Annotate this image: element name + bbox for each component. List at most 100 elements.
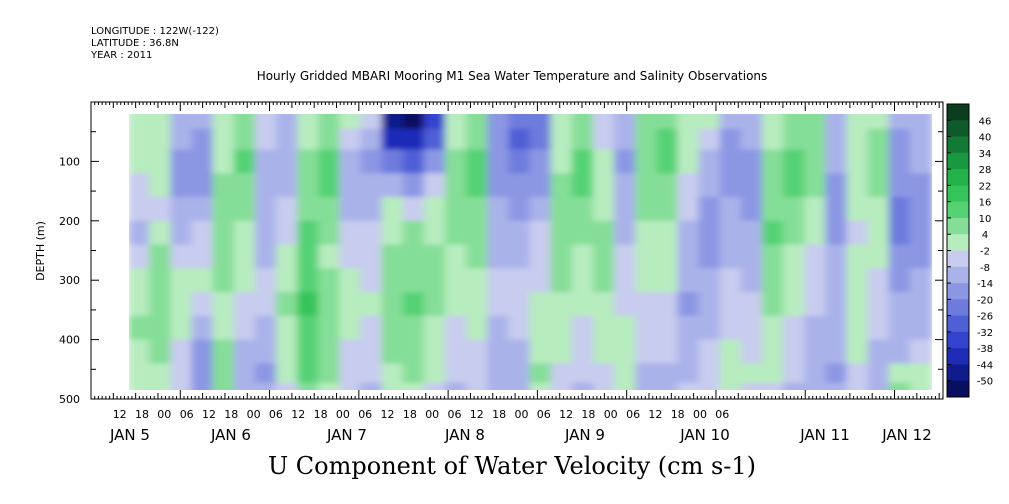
heatmap-cell	[592, 149, 616, 175]
heatmap-cell	[719, 382, 743, 390]
heatmap-cell	[761, 197, 785, 222]
heatmap-cell	[466, 114, 490, 130]
heatmap-cell	[275, 244, 299, 270]
heatmap-cell	[360, 382, 384, 390]
heatmap-cell	[508, 114, 532, 130]
heatmap-cell	[487, 244, 511, 270]
heatmap-cell	[129, 339, 152, 365]
heatmap-cell	[149, 114, 173, 130]
heatmap-cell	[381, 173, 405, 199]
heatmap-cell	[466, 382, 490, 390]
heatmap-cell	[846, 128, 870, 151]
heatmap-cell	[592, 315, 616, 341]
heatmap-cell	[254, 173, 278, 199]
heatmap-cell	[804, 382, 828, 390]
heatmap-cell	[804, 220, 828, 246]
colorbar-swatch	[947, 380, 969, 398]
heatmap-cell	[656, 292, 680, 317]
heatmap-cell	[170, 363, 194, 384]
heatmap-cell	[318, 149, 342, 175]
heatmap-cell	[740, 128, 764, 151]
heatmap-cell	[783, 173, 807, 199]
heatmap-cell	[212, 292, 236, 317]
heatmap-cell	[783, 220, 807, 246]
heatmap-cell	[550, 128, 574, 151]
heatmap-cell	[592, 220, 616, 246]
heatmap-cell	[423, 114, 447, 130]
heatmap-cell	[212, 173, 236, 199]
heatmap-cell	[339, 268, 363, 294]
heatmap-cell	[740, 114, 764, 130]
heatmap-cell	[635, 128, 659, 151]
colorbar-swatch	[947, 250, 969, 268]
heatmap-cell	[233, 268, 257, 294]
heatmap-cell	[381, 315, 405, 341]
x-day-label: JAN 11	[799, 426, 850, 444]
heatmap-cell	[635, 114, 659, 130]
heatmap-cell	[275, 339, 299, 365]
heatmap-cell	[698, 197, 722, 222]
colorbar-swatch	[947, 299, 969, 316]
heatmap-cell	[719, 220, 743, 246]
heatmap-cell	[592, 114, 616, 130]
heatmap-cell	[508, 220, 532, 246]
heatmap-cell	[487, 268, 511, 294]
heatmap-cell	[656, 128, 680, 151]
y-axis-ticks	[91, 101, 943, 400]
colorbar-swatch	[947, 283, 969, 300]
heatmap-cell	[381, 382, 405, 390]
heatmap-cell	[761, 220, 785, 246]
heatmap-cell	[297, 292, 321, 317]
heatmap-cell	[888, 382, 912, 390]
heatmap-cell	[529, 149, 553, 175]
heatmap-cell	[212, 220, 236, 246]
heatmap-cell	[888, 363, 912, 384]
heatmap-cell	[381, 339, 405, 365]
heatmap-cell	[170, 292, 194, 317]
heatmap-cell	[233, 244, 257, 270]
heatmap-cell	[719, 292, 743, 317]
heatmap-cell	[614, 292, 638, 317]
heatmap-cell	[297, 382, 321, 390]
heatmap-cell	[529, 220, 553, 246]
heatmap-cell	[571, 128, 595, 151]
heatmap-cell	[698, 114, 722, 130]
heatmap-cell	[825, 315, 849, 341]
heatmap-cell	[339, 128, 363, 151]
heatmap-cell	[360, 244, 384, 270]
heatmap-cell	[297, 220, 321, 246]
heatmap-cell	[867, 173, 891, 199]
heatmap-cell	[888, 173, 912, 199]
heatmap-cell	[761, 149, 785, 175]
heatmap-cell	[740, 220, 764, 246]
heatmap-cell	[129, 173, 152, 199]
x-hour-label: 00	[336, 408, 350, 421]
colorbar-label: 10	[979, 214, 992, 225]
y-tick-label: 100	[59, 155, 80, 168]
heatmap-cell	[487, 197, 511, 222]
heatmap-cell	[254, 382, 278, 390]
heatmap-cell	[783, 268, 807, 294]
heatmap-cell	[677, 339, 701, 365]
colorbar-label: -14	[977, 279, 993, 290]
heatmap-cell	[212, 363, 236, 384]
heatmap-cell	[783, 292, 807, 317]
heatmap-cell	[487, 292, 511, 317]
heatmap-cell	[740, 149, 764, 175]
heatmap-cell	[318, 315, 342, 341]
heatmap-cell	[698, 149, 722, 175]
x-day-label: JAN 10	[679, 426, 730, 444]
year-label: YEAR : 2011	[91, 50, 153, 61]
heatmap-cell	[381, 268, 405, 294]
heatmap-cell	[254, 149, 278, 175]
heatmap-cell	[297, 114, 321, 130]
heatmap-cell	[191, 339, 215, 365]
x-day-label: JAN 5	[109, 426, 150, 444]
heatmap-cell	[129, 197, 152, 222]
heatmap-cell	[635, 268, 659, 294]
heatmap-cell	[592, 244, 616, 270]
heatmap-cell	[761, 268, 785, 294]
heatmap-cell	[297, 128, 321, 151]
heatmap-cell	[698, 363, 722, 384]
heatmap-cell	[804, 244, 828, 270]
